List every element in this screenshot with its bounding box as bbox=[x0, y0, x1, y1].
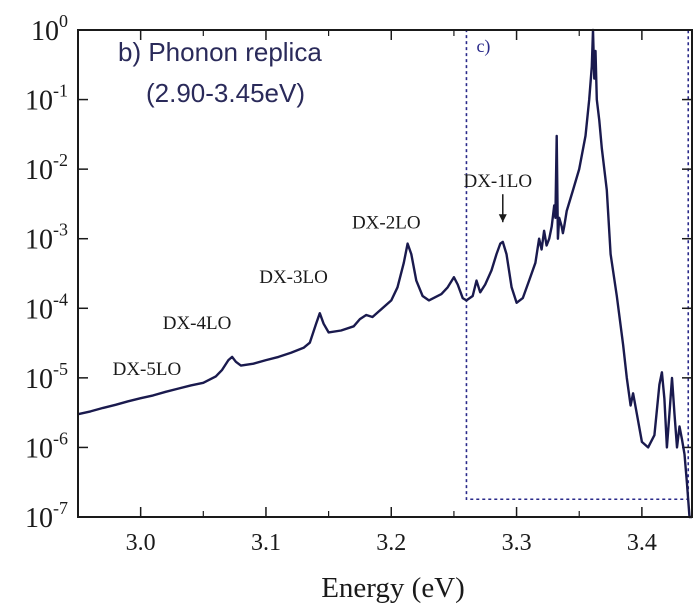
plot-frame bbox=[77, 29, 693, 518]
chart-subtitle: (2.90-3.45eV) bbox=[146, 78, 305, 108]
y-tick-labels: 100 10-1 10-2 10-3 10-4 10-5 10-6 10-7 bbox=[25, 11, 68, 534]
y-tick-label: 10-1 bbox=[25, 81, 68, 117]
x-tick-labels: 3.0 3.1 3.2 3.3 3.4 bbox=[126, 530, 657, 556]
y-tick-label: 10-3 bbox=[25, 220, 68, 256]
x-tick-label: 3.4 bbox=[627, 530, 657, 556]
y-tick-label: 10-7 bbox=[25, 498, 68, 534]
peak-annotation: DX-4LO bbox=[163, 313, 232, 334]
x-tick-label: 3.1 bbox=[251, 530, 281, 556]
x-tick-label: 3.0 bbox=[126, 530, 156, 556]
peak-annotation: DX-3LO bbox=[259, 267, 328, 288]
y-tick-label: 10-6 bbox=[25, 428, 68, 464]
annotation-arrowhead bbox=[498, 214, 507, 223]
peak-annotation: DX-2LO bbox=[352, 213, 421, 234]
annotations: DX-5LO DX-4LO DX-3LO DX-2LO DX-1LO bbox=[113, 171, 532, 380]
spectrum-line bbox=[77, 28, 692, 519]
chart-title: b) Phonon replica bbox=[118, 37, 322, 67]
series-layer bbox=[77, 28, 692, 519]
inset-box-label: c) bbox=[476, 36, 490, 57]
peak-annotation: DX-5LO bbox=[113, 359, 182, 380]
y-tick-label: 100 bbox=[31, 11, 68, 47]
x-tick-label: 3.2 bbox=[376, 530, 406, 556]
x-tick-label: 3.3 bbox=[502, 530, 532, 556]
x-axis-label: Energy (eV) bbox=[321, 572, 465, 604]
y-tick-label: 10-2 bbox=[25, 150, 68, 186]
y-tick-label: 10-4 bbox=[25, 289, 68, 325]
y-tick-label: 10-5 bbox=[25, 359, 68, 395]
peak-annotation: DX-1LO bbox=[463, 171, 532, 192]
